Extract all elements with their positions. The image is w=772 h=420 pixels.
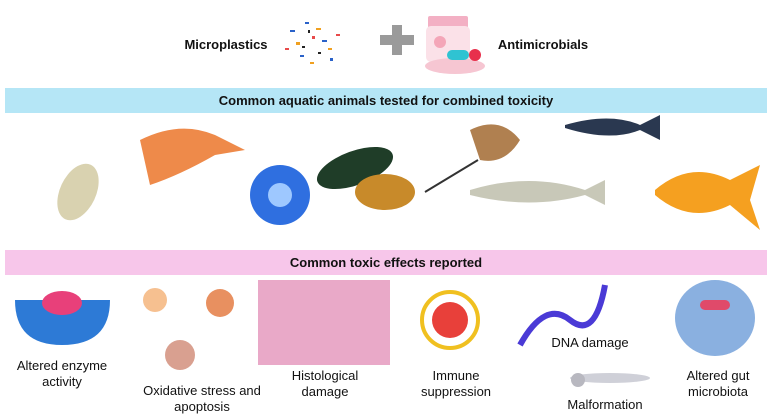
effects-banner: Common toxic effects reported xyxy=(289,255,483,270)
effect-label: Histological damage xyxy=(291,368,359,399)
microplastics-cloud xyxy=(274,15,350,75)
antimicrobials-label: Antimicrobials xyxy=(497,37,589,52)
effects-banner-bg xyxy=(5,250,767,275)
animals-banner: Common aquatic animals tested for combin… xyxy=(218,93,554,108)
effect-label: Immune suppression xyxy=(420,368,492,399)
animals-banner-bg xyxy=(5,88,767,113)
microplastics-label: Microplastics xyxy=(184,37,268,52)
effect-label: Oxidative stress and apoptosis xyxy=(143,383,261,414)
plus-icon xyxy=(380,25,414,55)
effects-icons xyxy=(15,280,755,387)
animals xyxy=(57,115,760,230)
effect-label: Altered gut microbiota xyxy=(686,368,750,399)
antimicrobials-icon xyxy=(425,16,485,74)
effect-label: DNA damage xyxy=(551,335,629,350)
effect-label: Malformation xyxy=(567,397,643,412)
effect-label: Altered enzyme activity xyxy=(16,358,108,389)
